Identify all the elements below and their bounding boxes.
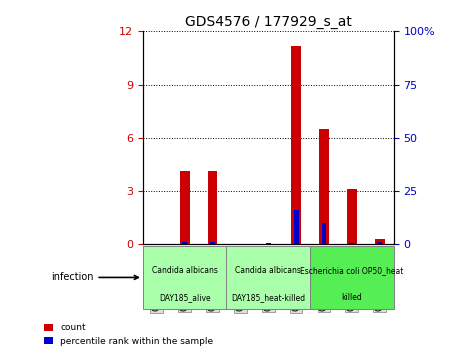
Legend: count, percentile rank within the sample: count, percentile rank within the sample: [40, 320, 217, 349]
Text: killed: killed: [342, 293, 362, 302]
FancyBboxPatch shape: [310, 246, 394, 309]
Text: infection: infection: [51, 273, 138, 282]
Bar: [182, 242, 187, 244]
Bar: [291, 46, 301, 244]
Bar: [347, 189, 357, 244]
FancyBboxPatch shape: [143, 246, 226, 309]
Bar: [319, 129, 329, 244]
Title: GDS4576 / 177929_s_at: GDS4576 / 177929_s_at: [185, 15, 352, 29]
Bar: [210, 242, 215, 244]
Bar: [207, 171, 217, 244]
Text: Candida albicans: Candida albicans: [152, 266, 218, 275]
Text: DAY185_alive: DAY185_alive: [159, 293, 211, 302]
Bar: [375, 239, 385, 244]
Bar: [349, 243, 354, 244]
Text: Escherichia coli OP50_heat: Escherichia coli OP50_heat: [300, 266, 404, 275]
Text: Candida albicans: Candida albicans: [235, 266, 301, 275]
Text: DAY185_heat-killed: DAY185_heat-killed: [231, 293, 306, 302]
Bar: [180, 171, 189, 244]
FancyBboxPatch shape: [226, 246, 310, 309]
Bar: [377, 242, 382, 244]
Bar: [322, 223, 326, 244]
Bar: [266, 243, 271, 244]
Bar: [294, 210, 298, 244]
